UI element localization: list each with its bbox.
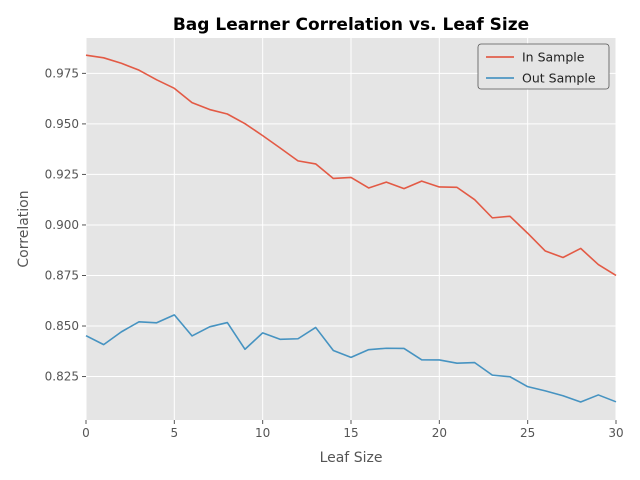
legend-label: Out Sample (522, 71, 596, 86)
x-axis-label: Leaf Size (320, 450, 383, 466)
chart-title: Bag Learner Correlation vs. Leaf Size (173, 15, 529, 35)
x-tick-label: 10 (255, 426, 270, 440)
series-layer (85, 54, 617, 403)
y-axis-label: Correlation (16, 190, 32, 267)
x-tick-label: 20 (432, 426, 447, 440)
legend-label: In Sample (522, 50, 585, 65)
x-tick-label: 15 (343, 426, 358, 440)
x-tick-label: 0 (82, 426, 90, 440)
series-line-out-sample (85, 314, 617, 403)
grid (85, 38, 617, 420)
y-tick-label: 0.950 (45, 117, 79, 131)
y-axis: 0.825 0.850 0.875 0.900 0.925 0.950 0.975 (45, 66, 86, 384)
legend: In Sample Out Sample (477, 43, 610, 90)
y-tick-label: 0.850 (45, 319, 79, 333)
x-axis: 0 5 10 15 20 25 30 (82, 420, 624, 440)
y-tick-label: 0.925 (45, 167, 79, 181)
x-tick-label: 30 (608, 426, 623, 440)
y-tick-label: 0.825 (45, 370, 79, 384)
x-tick-label: 5 (171, 426, 179, 440)
x-tick-label: 25 (520, 426, 535, 440)
y-tick-label: 0.875 (45, 268, 79, 282)
series-line-in-sample (85, 54, 617, 277)
y-tick-label: 0.900 (45, 218, 79, 232)
y-tick-label: 0.975 (45, 66, 79, 80)
